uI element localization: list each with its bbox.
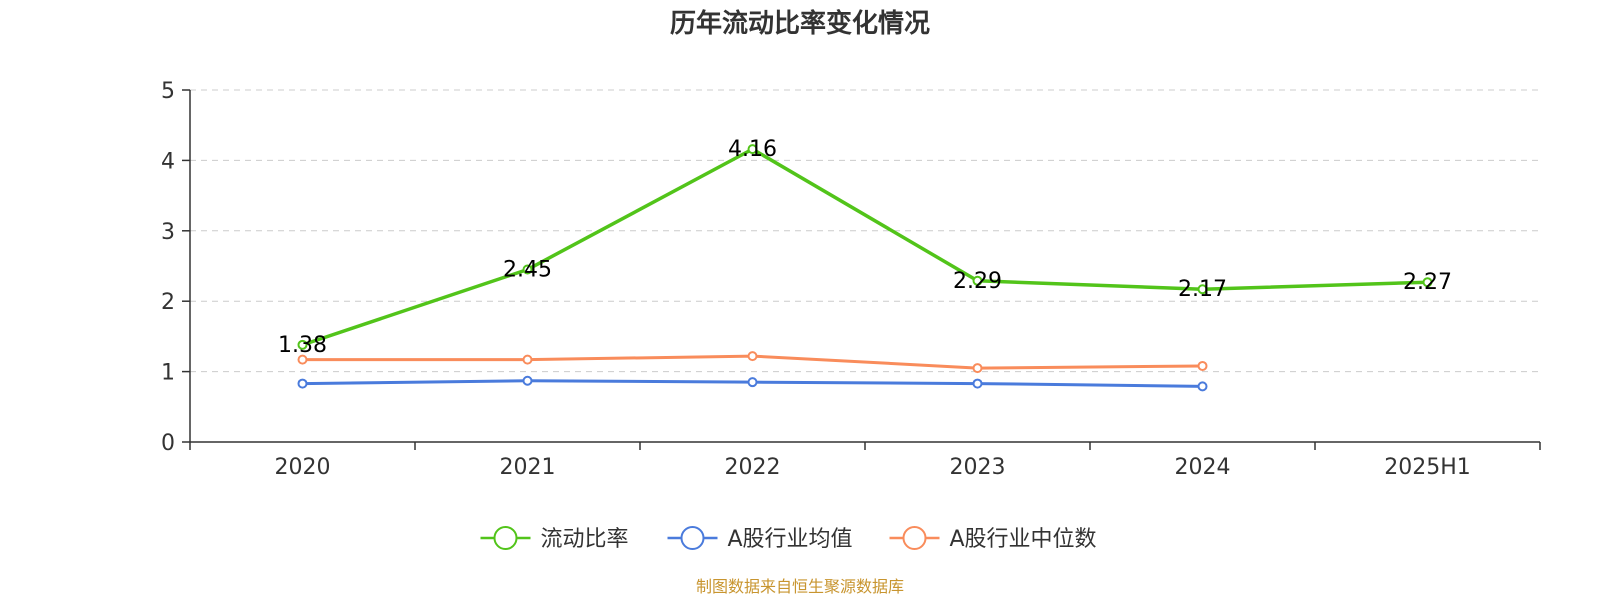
legend-marker [493, 526, 518, 550]
y-tick-label: 2 [161, 290, 175, 315]
data-label: 2.27 [1403, 270, 1452, 295]
legend-marker [680, 526, 705, 550]
x-tick-label: 2023 [950, 455, 1006, 480]
data-point[interactable] [297, 378, 308, 389]
x-tick-label: 2022 [725, 455, 781, 480]
legend-item[interactable]: A股行业中位数 [889, 526, 1097, 552]
data-point[interactable] [747, 377, 758, 388]
y-tick-label: 3 [161, 220, 175, 245]
series-line [301, 147, 1428, 347]
data-point[interactable] [972, 378, 983, 389]
y-tick-label: 4 [161, 149, 175, 174]
data-point[interactable] [297, 354, 308, 365]
axes: 0 1 2 3 4 5 2020 2021 2022 2023 2024 2025H1 [161, 79, 1541, 480]
x-tick-label: 2021 [500, 455, 556, 480]
data-point[interactable] [1197, 360, 1208, 371]
data-labels: 1.38 2.45 4.16 2.29 2.17 2.27 [278, 137, 1452, 358]
data-point[interactable] [1422, 277, 1433, 288]
grid [190, 89, 1540, 373]
x-tick-label: 2024 [1175, 455, 1231, 480]
data-point[interactable] [1197, 284, 1208, 295]
legend-item[interactable]: A股行业均值 [667, 526, 853, 552]
data-point[interactable] [747, 144, 758, 155]
y-tick-label: 1 [161, 361, 175, 386]
x-tick-label: 2020 [275, 455, 331, 480]
legend-item[interactable]: 流动比率 [480, 526, 629, 552]
data-point[interactable] [297, 339, 308, 350]
y-tick-label: 5 [161, 79, 175, 104]
legend-label: A股行业中位数 [950, 527, 1097, 552]
legend[interactable]: 流动比率 A股行业均值 A股行业中位数 [480, 526, 1097, 552]
legend-label: 流动比率 [541, 527, 629, 552]
source-note: 制图数据来自恒生聚源数据库 [696, 577, 904, 596]
series-layer [297, 144, 1433, 392]
data-point[interactable] [1197, 381, 1208, 392]
chart-title: 历年流动比率变化情况 [670, 8, 930, 39]
legend-label: A股行业均值 [728, 527, 853, 552]
data-point[interactable] [972, 363, 983, 374]
data-label: 4.16 [728, 137, 777, 162]
data-point[interactable] [522, 354, 533, 365]
data-point[interactable] [522, 375, 533, 386]
data-point[interactable] [522, 264, 533, 275]
data-label: 2.17 [1178, 277, 1227, 302]
data-label: 2.29 [953, 269, 1002, 294]
data-label: 1.38 [278, 333, 327, 358]
y-tick-label: 0 [161, 431, 175, 456]
x-tick-label: 2025H1 [1384, 455, 1471, 480]
data-point[interactable] [747, 351, 758, 362]
data-point[interactable] [972, 275, 983, 286]
legend-marker [902, 526, 927, 550]
data-label: 2.45 [503, 258, 552, 283]
